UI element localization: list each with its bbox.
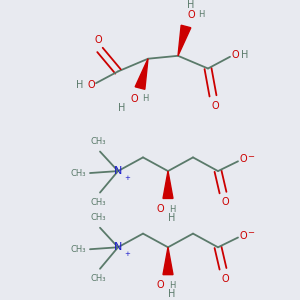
Text: −: − xyxy=(248,152,254,161)
Text: H: H xyxy=(169,205,175,214)
Text: O: O xyxy=(187,10,195,20)
Text: O: O xyxy=(156,280,164,290)
Text: O: O xyxy=(239,231,247,241)
Polygon shape xyxy=(163,171,173,198)
Text: H: H xyxy=(118,103,126,112)
Text: CH₃: CH₃ xyxy=(90,198,106,207)
Text: O: O xyxy=(231,50,239,60)
Text: O: O xyxy=(211,100,219,111)
Text: CH₃: CH₃ xyxy=(70,245,86,254)
Text: O: O xyxy=(221,274,229,284)
Text: H: H xyxy=(169,281,175,290)
Text: N: N xyxy=(114,166,122,176)
Text: CH₃: CH₃ xyxy=(90,274,106,283)
Text: CH₃: CH₃ xyxy=(70,169,86,178)
Text: N: N xyxy=(114,242,122,252)
Text: +: + xyxy=(124,175,130,181)
Text: O: O xyxy=(239,154,247,164)
Text: +: + xyxy=(124,251,130,257)
Text: CH₃: CH₃ xyxy=(90,214,106,223)
Text: H: H xyxy=(241,50,249,60)
Text: H: H xyxy=(198,10,204,19)
Text: H: H xyxy=(142,94,148,103)
Polygon shape xyxy=(135,59,148,89)
Text: O: O xyxy=(94,35,102,45)
Text: H: H xyxy=(76,80,84,90)
Text: H: H xyxy=(168,213,176,223)
Polygon shape xyxy=(178,25,191,56)
Text: O: O xyxy=(156,204,164,214)
Text: H: H xyxy=(168,289,176,299)
Polygon shape xyxy=(163,247,173,274)
Text: O: O xyxy=(221,197,229,207)
Text: CH₃: CH₃ xyxy=(90,137,106,146)
Text: O: O xyxy=(130,94,138,104)
Text: O: O xyxy=(87,80,95,90)
Text: H: H xyxy=(187,0,195,10)
Text: −: − xyxy=(248,228,254,237)
